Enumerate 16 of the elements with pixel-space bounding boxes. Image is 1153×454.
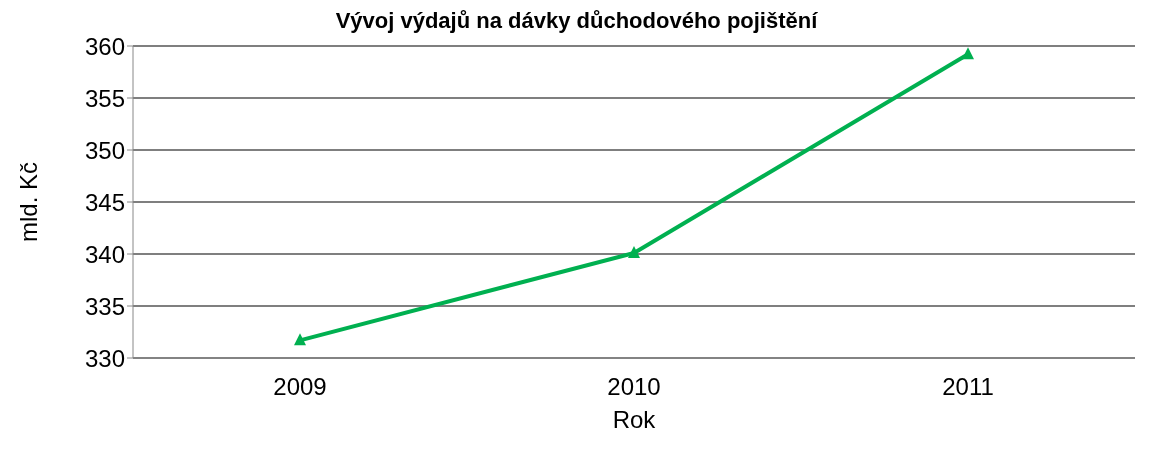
point xyxy=(628,245,640,258)
y-tick-label: 350 xyxy=(84,136,125,164)
y-tick-label: 330 xyxy=(84,344,125,372)
y-tick-label: 335 xyxy=(84,292,125,320)
x-tick-label: 2011 xyxy=(942,373,994,401)
chart-title: Vývoj výdajů na dávky důchodového pojištění xyxy=(335,8,818,33)
y-tick-label: 360 xyxy=(84,32,125,60)
y-tick-label: 355 xyxy=(84,84,125,112)
y-tick-label: 340 xyxy=(84,240,125,268)
y-tick-label: 345 xyxy=(84,188,125,216)
x-tick-label: 2010 xyxy=(607,373,661,401)
x-tick-label: 2009 xyxy=(273,373,327,401)
x-axis-title: Rok xyxy=(612,406,657,433)
y-axis-title: mld. Kč xyxy=(14,161,42,242)
point xyxy=(294,333,306,346)
point xyxy=(962,47,974,60)
